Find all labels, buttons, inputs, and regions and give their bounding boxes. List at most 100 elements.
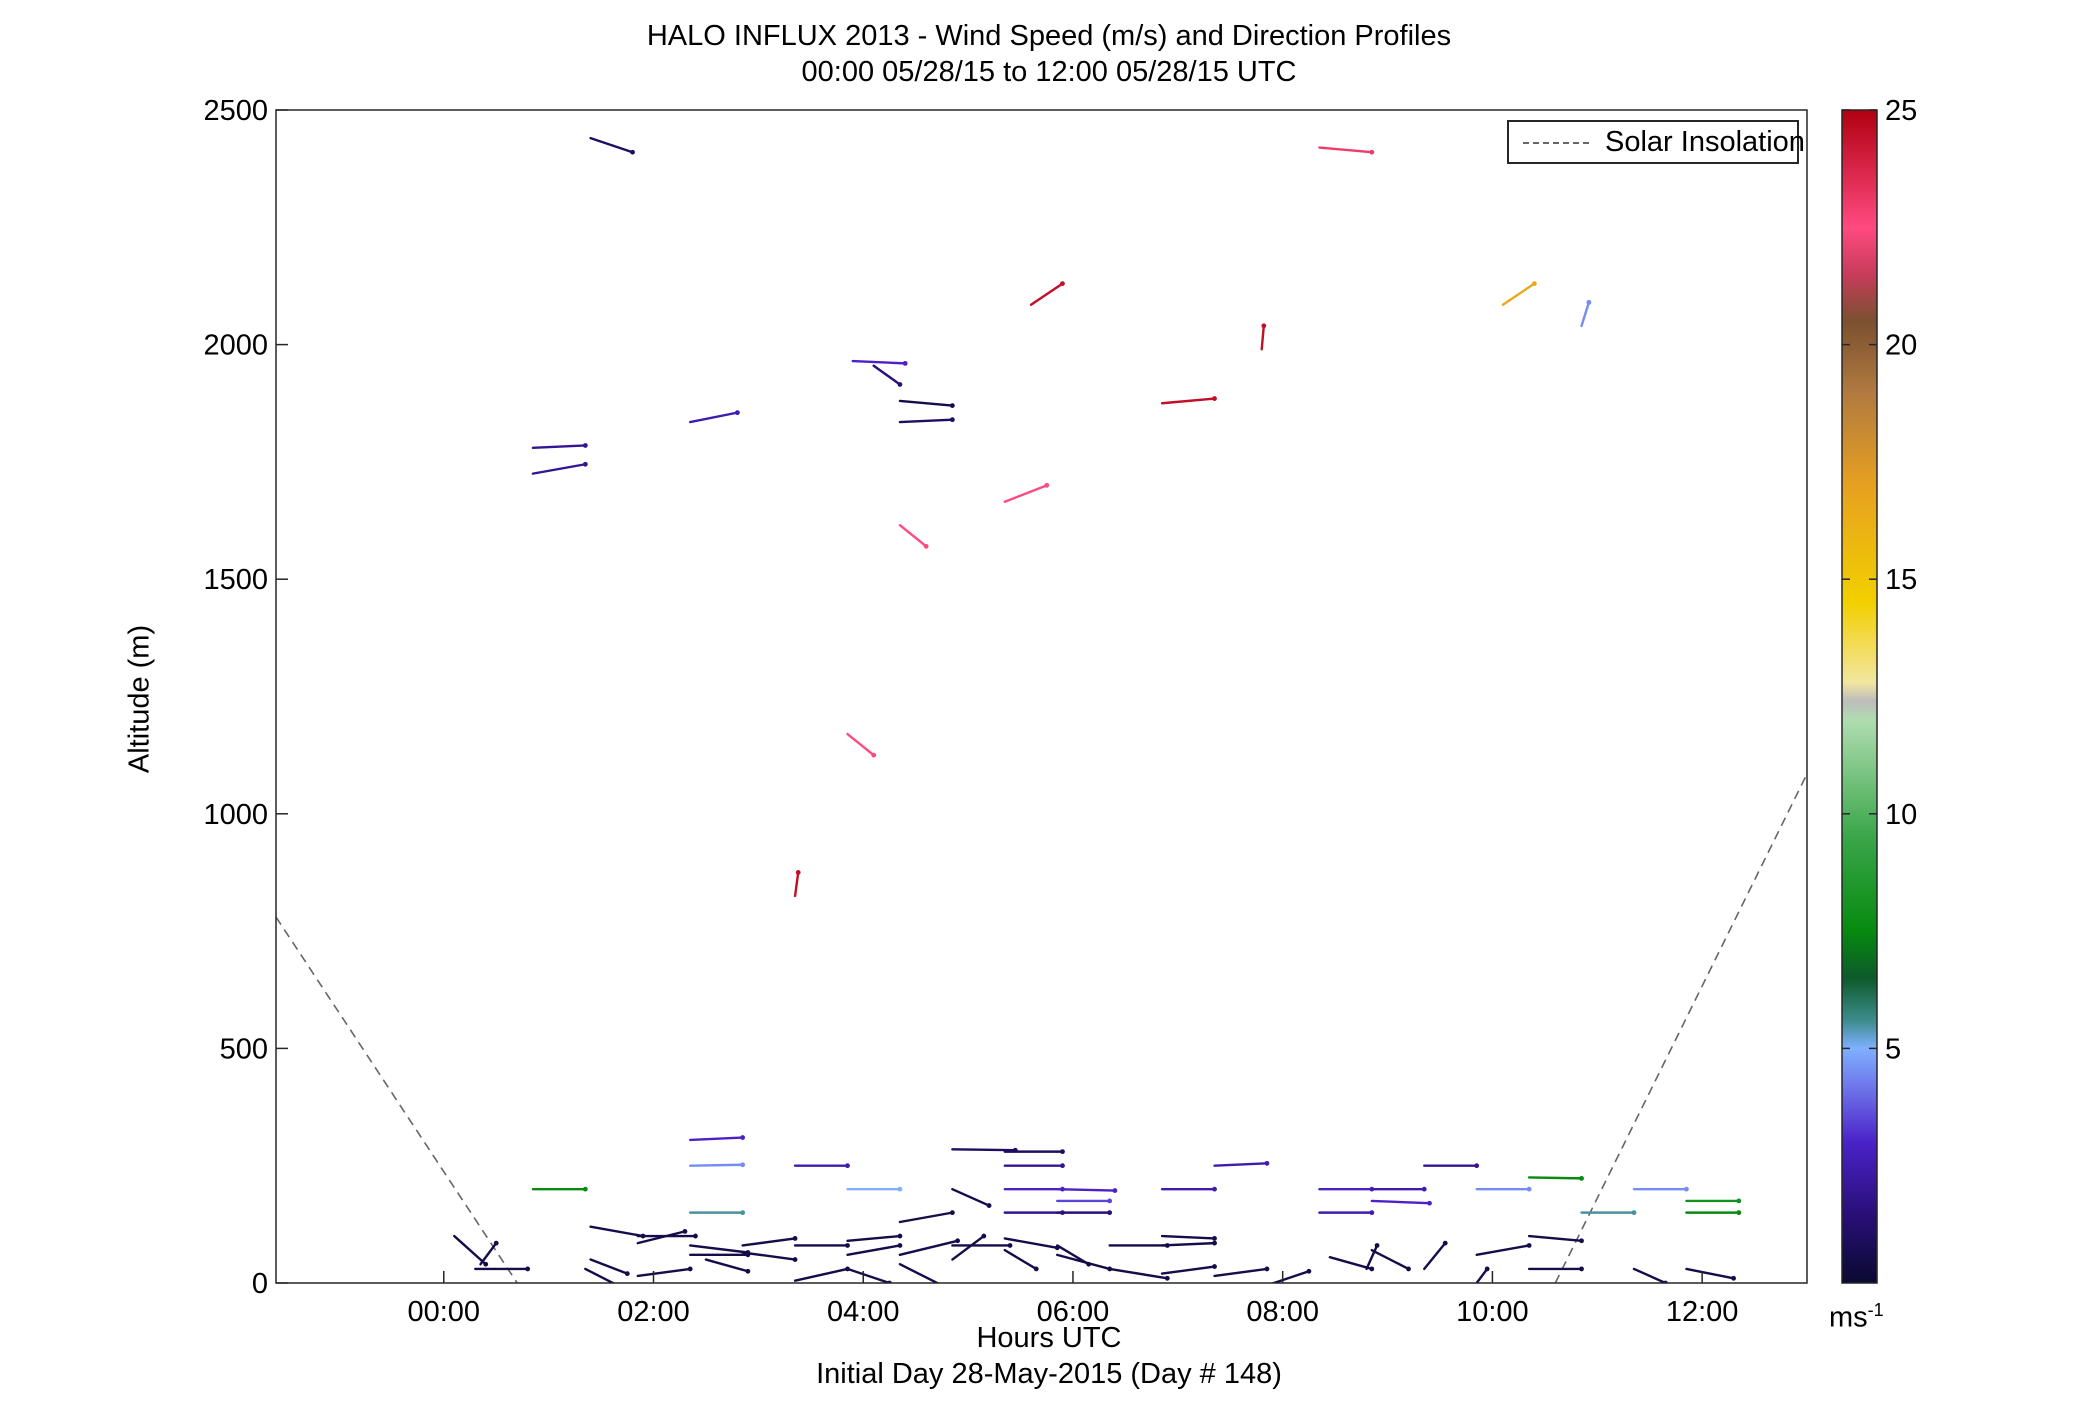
wind-barb-head [1112,1188,1118,1193]
wind-barb [1527,1234,1583,1242]
wind-barb-head [949,403,955,408]
wind-barb [689,411,739,424]
wind-barb [741,1237,797,1247]
colorbar-tick-label: 20 [1885,330,1917,362]
wind-barb [1003,1237,1059,1250]
wind-barb [951,1148,1017,1152]
wind-barb-head [923,543,929,549]
wind-barb-head [740,1162,746,1168]
wind-barb-head [949,417,955,423]
colorbar-unit-base: ms [1829,1301,1868,1334]
y-tick-label: 1500 [203,564,268,596]
wind-barb-head [1107,1198,1113,1204]
x-tick-label: 04:00 [827,1296,900,1328]
wind-barb [1056,1253,1111,1271]
wind-barb [846,1234,902,1242]
wind-barb-head [693,1233,698,1239]
wind-barb-head [1060,1149,1065,1155]
x-axis-label: Hours UTC [976,1322,1122,1354]
colorbar [1841,109,1878,1284]
wind-barb-head [1060,281,1065,287]
wind-barb-head [1736,1210,1742,1216]
wind-barb-head [897,1233,903,1239]
wind-barb-head [1579,1238,1584,1244]
wind-barb [1365,1244,1379,1271]
wind-barb [689,1244,750,1254]
chart-subtitle: 00:00 05/28/15 to 12:00 05/28/15 UTC [801,56,1297,88]
wind-barb [898,418,954,424]
wind-barb [898,1211,954,1224]
wind-barb-head [620,1285,625,1290]
wind-barb [898,1239,959,1257]
wind-barb-head [1579,1266,1584,1272]
wind-barb-head [582,443,588,448]
wind-barb [1160,1265,1216,1275]
y-axis-label: Altitude (m) [123,624,156,774]
wind-barb [1423,1241,1447,1271]
wind-barb [584,1267,616,1283]
wind-barb-head [493,1240,499,1246]
wind-barb-head [630,149,635,155]
x-tick-label: 06:00 [1037,1296,1110,1328]
wind-barb [741,1251,797,1261]
wind-barb-head [1684,1186,1689,1192]
wind-barb-head [1579,1175,1584,1181]
wind-barb-head [1261,323,1267,329]
wind-barb [1260,324,1266,351]
wind-barb [846,732,875,757]
wind-barb [846,1267,891,1283]
wind-barb [1370,1248,1410,1271]
wind-barb [1527,1176,1583,1180]
wind-barb [589,1225,645,1238]
wind-barb [1475,1244,1531,1257]
wind-barb [951,1234,986,1261]
wind-barb-head [1631,1210,1637,1216]
plot-area [276,110,1807,1283]
wind-barb-head [682,1228,688,1234]
wind-barb-head [1474,1163,1480,1169]
wind-barb-head [1212,1264,1217,1269]
wind-barb-head [1442,1240,1448,1246]
wind-barb-head [734,410,740,416]
wind-barb [1160,397,1216,405]
wind-barb-head [897,382,903,387]
wind-barb [1685,1267,1735,1280]
colorbar-unit-exponent: -1 [1867,1300,1884,1320]
wind-barb-head [1369,149,1375,155]
x-tick-label: 02:00 [617,1296,690,1328]
wind-barb [1003,1248,1038,1271]
wind-barb-head [949,1210,955,1216]
wind-barb-head [1421,1186,1427,1192]
wind-barb-head [1212,1236,1217,1241]
wind-barb-head [1164,1275,1170,1281]
wind-barb-head [740,1210,746,1216]
wind-barb [453,1234,487,1266]
wind-barb [1160,1241,1216,1247]
wind-barb-head [1406,1266,1411,1272]
wind-barb-head [1531,281,1537,287]
wind-barb-head [740,1135,746,1140]
y-tick-label: 0 [252,1268,268,1300]
wind-barb [851,359,907,365]
wind-barb-head [955,1238,961,1244]
x-tick-label: 12:00 [1666,1296,1739,1328]
solar-insolation-line [1554,773,1807,1283]
wind-barb-head [897,1186,903,1192]
wind-barb [1029,282,1064,306]
wind-barb [898,399,954,407]
wind-barb-head [1212,396,1217,401]
colorbar-tick-label: 5 [1885,1033,1901,1065]
plot-frame [275,109,1808,1284]
y-tick-label: 1000 [203,799,268,831]
wind-barb-head [1007,1243,1013,1248]
wind-barb [1003,484,1048,503]
x-tick-label: 00:00 [407,1296,480,1328]
wind-barb-head [483,1261,489,1267]
wind-barb-head [1427,1200,1432,1206]
wind-barb-head [1264,1266,1270,1272]
wind-barb-head [1264,1160,1270,1166]
wind-barb-head [792,1257,798,1262]
wind-barb-head [902,360,908,366]
wind-barb-head [525,1266,531,1272]
